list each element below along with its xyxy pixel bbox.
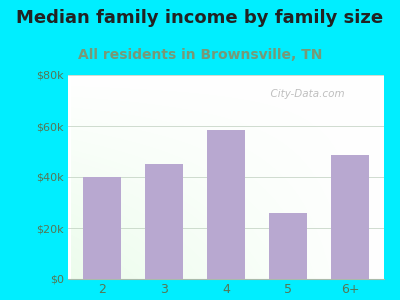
Bar: [331, 155, 368, 279]
Text: Median family income by family size: Median family income by family size: [16, 9, 384, 27]
Text: All residents in Brownsville, TN: All residents in Brownsville, TN: [78, 48, 322, 62]
Bar: [84, 177, 121, 279]
Bar: [208, 130, 244, 279]
Bar: [146, 164, 183, 279]
Text: City-Data.com: City-Data.com: [264, 89, 344, 99]
Bar: [269, 213, 306, 279]
